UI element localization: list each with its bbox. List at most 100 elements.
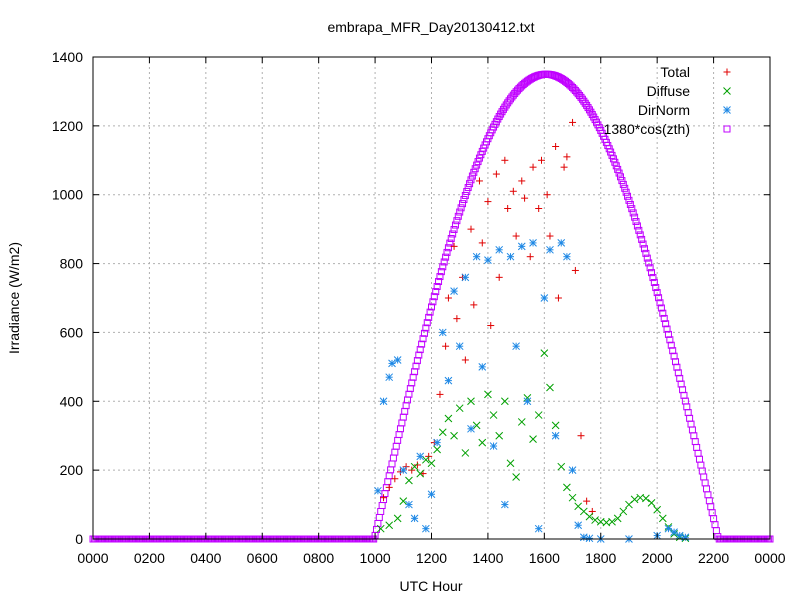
series-diffuse-point xyxy=(495,431,504,440)
series-total-point xyxy=(475,177,483,185)
cos-zth-point xyxy=(629,209,637,217)
axis-ticks: 0000 0200 0400 0600 0800 1000 1200 1400 1600 1800… xyxy=(52,49,786,566)
series-total-point xyxy=(391,475,399,483)
x-tick-label: 1400 xyxy=(472,550,503,566)
series-diffuse-point xyxy=(630,495,639,504)
series-dirnorm-point xyxy=(500,500,509,509)
cos-zth-point xyxy=(457,204,465,212)
series-dirnorm-point xyxy=(450,287,458,295)
series-diffuse-point xyxy=(455,404,464,413)
cos-zth-point xyxy=(461,191,469,199)
series-dirnorm-point xyxy=(557,239,566,247)
cos-zth-point xyxy=(422,324,430,332)
series-total-point xyxy=(577,432,585,440)
cos-zth-point xyxy=(618,177,626,185)
cos-zth-point xyxy=(429,298,437,306)
x-tick-label: 0200 xyxy=(134,550,165,566)
series-total-point xyxy=(554,294,562,302)
cos-zth-point xyxy=(633,222,641,230)
cos-zth-point xyxy=(643,254,651,262)
cos-zth-point xyxy=(446,239,454,247)
cos-zth-point xyxy=(463,187,471,195)
cos-zth-point xyxy=(468,172,476,180)
series-total-point xyxy=(526,253,534,261)
series-diffuse-point xyxy=(506,459,515,468)
cos-zth-point xyxy=(425,313,433,321)
x-tick-label: 0000 xyxy=(754,550,785,566)
series-total-point xyxy=(453,315,461,323)
series-total-point xyxy=(478,239,486,247)
cos-zth-point xyxy=(625,196,633,204)
series-dirnorm-point xyxy=(427,490,436,499)
cos-zth-point xyxy=(443,248,451,256)
series-diffuse-point xyxy=(642,494,650,503)
series-total-point xyxy=(552,143,560,151)
x-tick-label: 2200 xyxy=(698,550,729,566)
series-dirnorm-point xyxy=(444,376,453,385)
cos-zth-point xyxy=(416,346,424,354)
legend-label: 1380*cos(zth) xyxy=(604,121,690,137)
cos-zth-point xyxy=(451,221,459,229)
cos-zth-point xyxy=(662,320,670,328)
series-diffuse-point xyxy=(461,449,470,457)
cos-zth-point xyxy=(666,336,674,344)
cos-zth-point xyxy=(646,264,654,272)
cos-zth-point xyxy=(432,288,440,296)
cos-zth-point xyxy=(442,253,450,261)
cos-zth-point xyxy=(418,340,426,348)
cos-zth-point xyxy=(628,205,636,213)
series-total-point xyxy=(467,225,475,233)
series-dirnorm-point xyxy=(529,239,537,247)
series-dirnorm-point xyxy=(664,524,673,533)
series-dirnorm-point xyxy=(385,373,394,382)
cos-zth-point xyxy=(645,259,653,267)
cos-zth-point xyxy=(423,319,431,327)
series-diffuse-point xyxy=(608,517,616,526)
series-dirnorm-point xyxy=(534,524,543,533)
series-total-point xyxy=(492,170,500,178)
y-axis-label: Irradiance (W/m2) xyxy=(6,242,22,354)
legend-marker xyxy=(723,68,731,76)
cos-zth-point xyxy=(430,293,438,301)
cos-zth-point xyxy=(447,235,455,243)
cos-zth-point xyxy=(439,263,447,271)
cos-zth-point xyxy=(639,240,647,248)
series-diffuse-point xyxy=(563,483,571,492)
series-dirnorm-point xyxy=(517,242,526,251)
cos-zth-point xyxy=(415,351,423,359)
series-dirnorm-point xyxy=(546,245,554,254)
series-total-point xyxy=(512,232,520,240)
series-total-point xyxy=(583,497,591,505)
legend-label: DirNorm xyxy=(638,102,690,118)
series-dirnorm-point xyxy=(416,452,425,461)
series-diffuse-point xyxy=(591,516,599,524)
cos-zth-point xyxy=(611,158,619,166)
series-total-point xyxy=(521,194,529,202)
series-total-point xyxy=(436,390,444,398)
series-total-point xyxy=(444,294,452,302)
cos-zth-point xyxy=(473,161,481,169)
cos-zth-point xyxy=(640,245,648,253)
cos-zth-point xyxy=(664,330,672,338)
legend-marker xyxy=(723,106,731,114)
cos-zth-point xyxy=(660,314,668,322)
y-tick-label: 800 xyxy=(60,256,84,272)
cos-zth-point xyxy=(444,244,452,252)
cos-zth-point xyxy=(471,165,479,173)
cos-zth-point xyxy=(636,231,644,239)
cos-zth-point xyxy=(612,162,620,170)
x-tick-label: 0800 xyxy=(303,550,334,566)
x-tick-label: 0600 xyxy=(247,550,278,566)
series-diffuse-point xyxy=(478,438,487,447)
series-diffuse-point xyxy=(619,507,628,516)
cos-zth-point xyxy=(642,249,650,257)
series-diffuse-point xyxy=(585,512,594,521)
cos-zth-point xyxy=(632,218,640,226)
cos-zth-point xyxy=(420,329,428,337)
cos-zth-point xyxy=(653,289,661,297)
series-dirnorm-point xyxy=(568,466,577,474)
series-diffuse-point xyxy=(393,514,402,523)
series-diffuse-point xyxy=(540,349,549,357)
